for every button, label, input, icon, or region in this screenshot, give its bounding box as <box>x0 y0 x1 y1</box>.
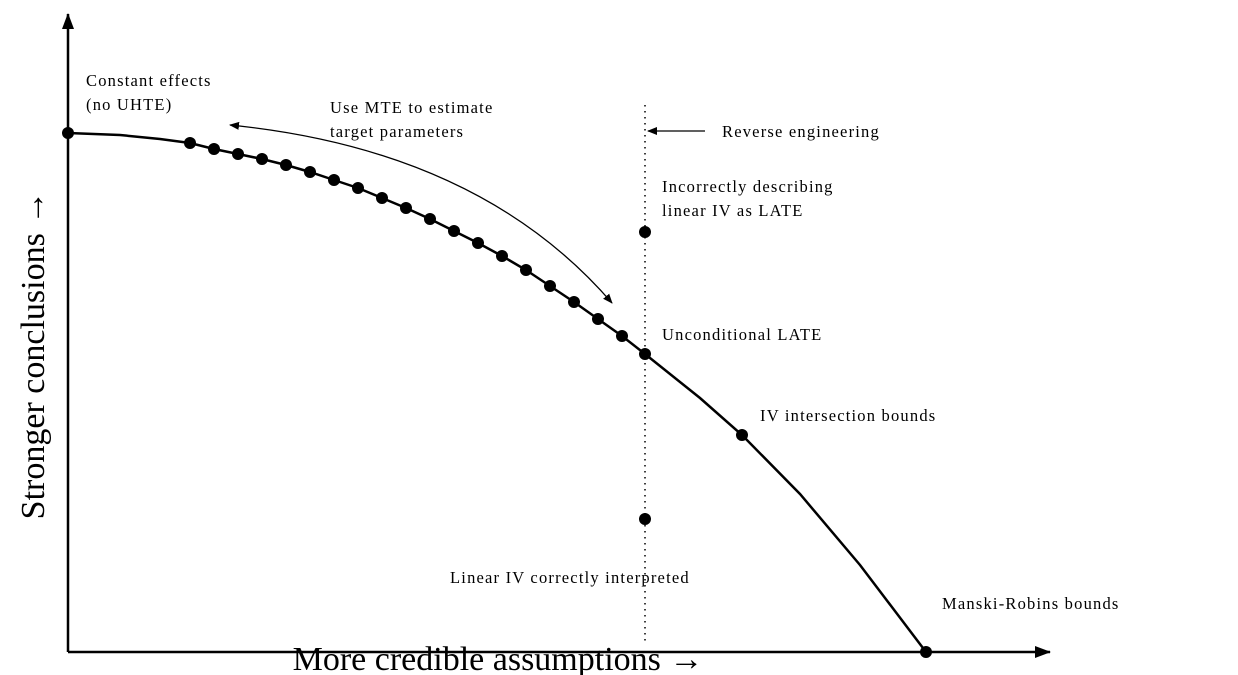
annotation: Use MTE to estimate <box>330 98 493 117</box>
annotation: Reverse engineering <box>722 122 880 141</box>
annotation: linear IV as LATE <box>662 201 804 220</box>
y-axis-label: Stronger conclusions → <box>15 191 52 520</box>
annotation: Constant effects <box>86 71 212 90</box>
annotation: Unconditional LATE <box>662 325 822 344</box>
annotation: target parameters <box>330 122 464 141</box>
annotation: Linear IV correctly interpreted <box>450 568 690 587</box>
mte-arrow <box>229 121 613 304</box>
annotation: Manski-Robins bounds <box>942 594 1120 613</box>
annotation: Incorrectly describing <box>662 177 834 196</box>
annotation: (no UHTE) <box>86 95 172 114</box>
annotation: IV intersection bounds <box>760 406 936 425</box>
x-axis-label: More credible assumptions → <box>293 641 704 675</box>
